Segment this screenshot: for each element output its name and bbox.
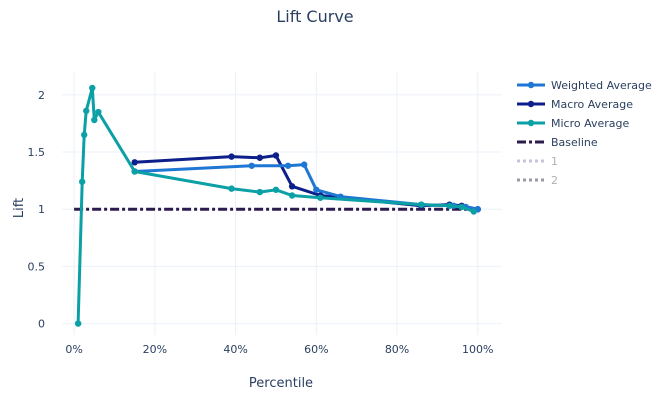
micro-average-marker <box>317 194 324 201</box>
legend-label: Micro Average <box>551 117 630 130</box>
micro-average-marker <box>470 208 477 215</box>
weighted-average-line <box>134 163 479 211</box>
micro-average-marker <box>458 203 465 211</box>
gridlines <box>62 72 502 335</box>
y-tick-label: 0.5 <box>28 260 46 273</box>
series-layer <box>74 84 481 327</box>
series-micro-average <box>74 84 477 327</box>
micro-average-marker <box>95 108 102 116</box>
legend-label: Macro Average <box>551 98 633 111</box>
legend-marker <box>527 81 535 89</box>
macro-average-marker <box>228 153 235 160</box>
weighted-average-marker <box>313 186 320 193</box>
y-tick-label: 0 <box>38 318 45 331</box>
macro-average-marker <box>288 183 296 190</box>
legend-item-macro-average[interactable]: Macro Average <box>517 98 633 111</box>
chart-title: Lift Curve <box>276 7 353 26</box>
micro-average-marker <box>228 185 235 192</box>
weighted-average-marker <box>301 161 308 168</box>
x-tick-label: 40% <box>223 343 247 356</box>
legend: Weighted Average Macro Average Micro Avera… <box>517 79 652 187</box>
legend-label: Baseline <box>551 136 598 149</box>
micro-average-marker <box>131 168 138 175</box>
micro-average-marker <box>89 84 96 92</box>
legend-item-weighted-average[interactable]: Weighted Average <box>517 79 652 92</box>
y-axis-title: Lift <box>12 198 27 218</box>
legend-label: Weighted Average <box>551 79 652 92</box>
tick-labels: 0% 20% 40% 60% 80% 100% 0 0.5 1 1.5 2 <box>28 89 494 356</box>
micro-average-marker <box>418 201 425 208</box>
weighted-average-marker <box>248 162 255 169</box>
micro-average-marker <box>83 107 90 115</box>
x-axis-title: Percentile <box>249 376 313 391</box>
micro-average-marker <box>256 188 263 196</box>
macro-average-marker <box>256 154 263 161</box>
weighted-average-marker <box>284 162 292 169</box>
legend-marker <box>527 119 535 127</box>
legend-item-baseline[interactable]: Baseline <box>517 136 598 149</box>
legend-item-micro-average[interactable]: Micro Average <box>517 117 630 130</box>
x-tick-label: 0% <box>65 343 82 356</box>
y-tick-label: 1 <box>38 203 45 216</box>
legend-item-2[interactable]: 2 <box>517 174 558 187</box>
x-tick-label: 20% <box>143 343 167 356</box>
macro-average-marker <box>272 152 280 159</box>
micro-average-marker <box>81 131 88 139</box>
micro-average-marker <box>78 178 86 185</box>
macro-average-marker <box>131 159 138 166</box>
micro-average-marker <box>288 192 296 199</box>
x-tick-label: 80% <box>385 343 409 356</box>
x-tick-label: 60% <box>304 343 328 356</box>
micro-average-marker <box>446 202 453 209</box>
micro-average-marker <box>74 320 82 327</box>
x-tick-label: 100% <box>462 343 493 356</box>
legend-label: 2 <box>551 174 558 187</box>
micro-average-marker <box>272 186 280 193</box>
legend-label: 1 <box>551 155 558 168</box>
micro-average-marker <box>91 116 98 124</box>
y-tick-label: 1.5 <box>28 146 46 159</box>
legend-marker <box>527 100 535 108</box>
y-tick-label: 2 <box>38 89 45 102</box>
legend-item-1[interactable]: 1 <box>517 155 558 168</box>
